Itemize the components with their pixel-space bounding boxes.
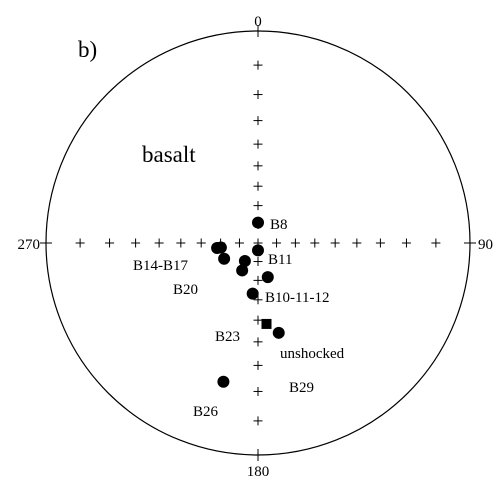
inclination-ticks [40,25,476,461]
label-b14-b17: B14-B17 [133,258,189,274]
sample-point-b29 [272,326,285,339]
sample-point-b11 [252,244,264,257]
sample-point-b17 [214,241,227,254]
label-b20: B20 [173,282,198,298]
label-b11: B11 [268,252,292,268]
label-b26: B26 [193,404,219,420]
rock-type-label: basalt [142,142,196,167]
panel-label: b) [78,37,97,62]
sample-point-b8 [252,216,264,229]
label-b29: B29 [289,380,314,396]
sample-point-b11b [238,255,251,268]
label-unshocked: unshocked [280,346,345,362]
sample-points [211,216,285,388]
south-label: 180 [247,464,270,480]
north-label: 0 [254,14,262,30]
sample-point-b26 [217,375,230,388]
label-b8: B8 [270,217,288,233]
sample-point-b23 [246,287,259,300]
sample-point-b10 [236,264,249,277]
label-b23: B23 [215,329,240,345]
east-label: 90 [478,237,493,253]
sample-point-unshocked [261,318,272,329]
sample-point-b12 [261,271,274,284]
sample-point-b20 [218,252,231,265]
west-label: 270 [18,237,41,253]
label-b10-11-12: B10-11-12 [265,290,329,306]
